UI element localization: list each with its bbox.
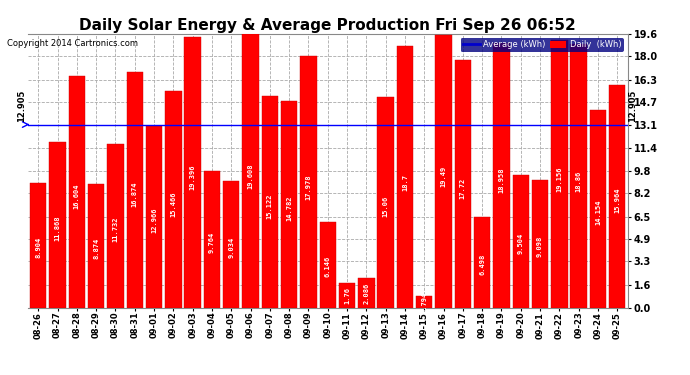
Text: 6.498: 6.498 bbox=[479, 253, 485, 274]
Bar bbox=[609, 84, 626, 308]
Bar bbox=[223, 182, 239, 308]
Bar bbox=[319, 222, 336, 308]
Bar bbox=[204, 171, 220, 308]
Bar bbox=[571, 44, 587, 308]
Legend: Average (kWh), Daily  (kWh): Average (kWh), Daily (kWh) bbox=[460, 38, 624, 52]
Bar bbox=[126, 72, 143, 308]
Text: 19.396: 19.396 bbox=[190, 165, 196, 190]
Text: 15.06: 15.06 bbox=[383, 196, 388, 217]
Bar bbox=[474, 217, 491, 308]
Bar bbox=[513, 175, 529, 308]
Text: 18.86: 18.86 bbox=[575, 170, 582, 192]
Text: 14.782: 14.782 bbox=[286, 196, 292, 221]
Bar bbox=[262, 96, 278, 308]
Text: 15.964: 15.964 bbox=[614, 188, 620, 213]
Title: Daily Solar Energy & Average Production Fri Sep 26 06:52: Daily Solar Energy & Average Production … bbox=[79, 18, 576, 33]
Bar bbox=[165, 92, 181, 308]
Text: 15.466: 15.466 bbox=[170, 191, 177, 217]
Text: 18.958: 18.958 bbox=[498, 168, 504, 193]
Text: 19.156: 19.156 bbox=[556, 166, 562, 192]
Text: 14.154: 14.154 bbox=[595, 200, 601, 225]
Text: 18.7: 18.7 bbox=[402, 174, 408, 190]
Bar bbox=[49, 142, 66, 308]
Text: 8.874: 8.874 bbox=[93, 237, 99, 259]
Text: 0.794: 0.794 bbox=[422, 291, 427, 313]
Bar bbox=[377, 97, 394, 308]
Bar bbox=[184, 37, 201, 308]
Text: 11.868: 11.868 bbox=[55, 215, 61, 241]
Text: 1.76: 1.76 bbox=[344, 287, 350, 304]
Text: 17.72: 17.72 bbox=[460, 178, 466, 200]
Text: 12.966: 12.966 bbox=[151, 208, 157, 233]
Bar bbox=[146, 126, 162, 308]
Text: 8.904: 8.904 bbox=[35, 237, 41, 258]
Text: 16.604: 16.604 bbox=[74, 183, 80, 209]
Text: 17.978: 17.978 bbox=[306, 174, 311, 200]
Text: 12.905: 12.905 bbox=[628, 90, 637, 123]
Bar bbox=[590, 110, 607, 308]
Bar bbox=[358, 278, 375, 308]
Text: 9.504: 9.504 bbox=[518, 233, 524, 254]
Bar bbox=[397, 46, 413, 308]
Text: 19.608: 19.608 bbox=[248, 163, 253, 189]
Text: 2.086: 2.086 bbox=[364, 283, 369, 304]
Bar bbox=[532, 180, 549, 308]
Bar bbox=[242, 34, 259, 308]
Bar bbox=[107, 144, 124, 308]
Bar bbox=[551, 40, 568, 308]
Text: 19.49: 19.49 bbox=[440, 166, 446, 188]
Bar bbox=[281, 101, 297, 308]
Bar bbox=[493, 43, 510, 308]
Bar bbox=[435, 35, 452, 308]
Text: Copyright 2014 Cartronics.com: Copyright 2014 Cartronics.com bbox=[7, 39, 138, 48]
Bar bbox=[30, 183, 46, 308]
Text: 9.098: 9.098 bbox=[537, 236, 543, 257]
Bar bbox=[88, 183, 104, 308]
Bar bbox=[300, 56, 317, 308]
Text: 9.764: 9.764 bbox=[209, 231, 215, 253]
Bar bbox=[68, 76, 85, 307]
Bar bbox=[455, 60, 471, 308]
Text: 11.732: 11.732 bbox=[112, 216, 119, 242]
Text: 12.905: 12.905 bbox=[17, 90, 26, 123]
Bar bbox=[416, 296, 433, 307]
Text: 16.874: 16.874 bbox=[132, 182, 138, 207]
Text: 9.034: 9.034 bbox=[228, 236, 234, 258]
Bar bbox=[339, 283, 355, 308]
Text: 15.122: 15.122 bbox=[267, 194, 273, 219]
Text: 6.146: 6.146 bbox=[325, 256, 331, 277]
